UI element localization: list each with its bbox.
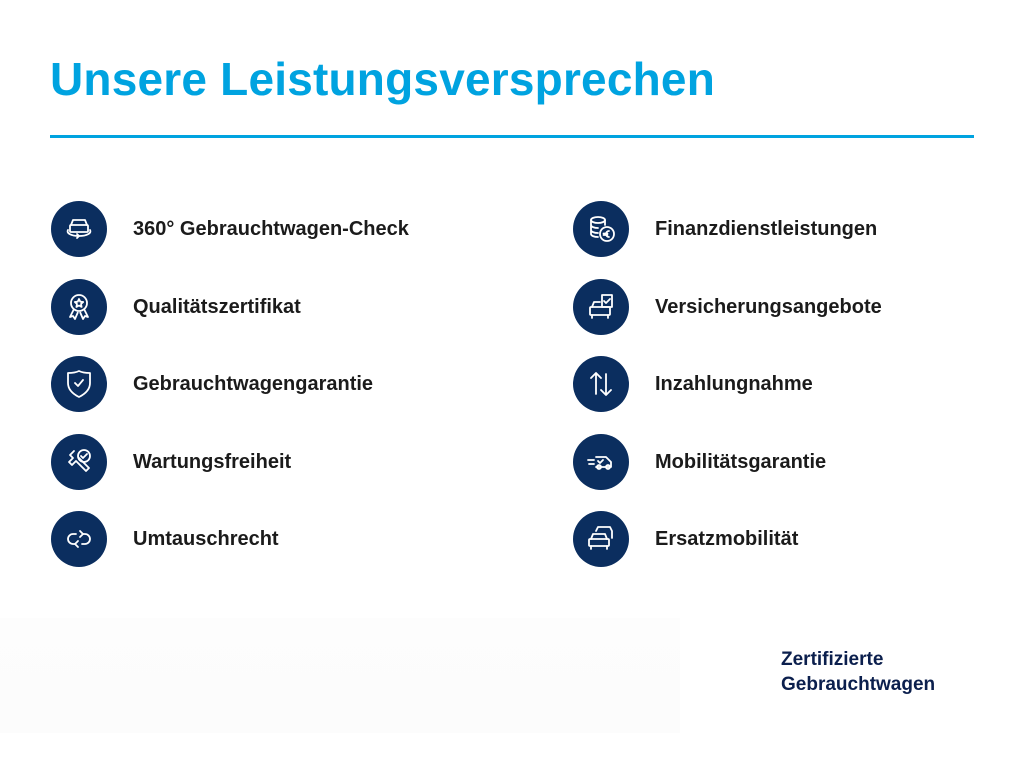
exchange-arrows-icon (51, 511, 107, 567)
feature-mobility-guarantee: Mobilitätsgarantie (573, 434, 826, 490)
feature-financial-services: Finanzdienstleistungen (573, 201, 877, 257)
car-document-check-icon (573, 279, 629, 335)
feature-360-check: 360° Gebrauchtwagen-Check (51, 201, 409, 257)
feature-replacement-mobility: Ersatzmobilität (573, 511, 798, 567)
feature-quality-certificate: Qualitätszertifikat (51, 279, 301, 335)
brand-tagline: Zertifizierte Gebrauchtwagen (781, 647, 935, 697)
feature-exchange-right: Umtauschrecht (51, 511, 279, 567)
car-360-icon (51, 201, 107, 257)
two-cars-icon (573, 511, 629, 567)
feature-label: Qualitätszertifikat (133, 295, 301, 318)
feature-maintenance: Wartungsfreiheit (51, 434, 291, 490)
title-divider (50, 135, 974, 138)
feature-label: Finanzdienstleistungen (655, 217, 878, 240)
feature-label: Mobilitätsgarantie (655, 450, 827, 473)
feature-label: Ersatzmobilität (655, 527, 799, 550)
feature-label: Umtauschrecht (133, 527, 279, 550)
shield-check-icon (51, 356, 107, 412)
feature-label: Wartungsfreiheit (133, 450, 292, 473)
van-speed-check-icon (573, 434, 629, 490)
feature-label: Versicherungsangebote (655, 295, 882, 318)
faded-background-image (0, 618, 680, 733)
coins-euro-icon (573, 201, 629, 257)
award-ribbon-icon (51, 279, 107, 335)
feature-label: Inzahlungnahme (655, 372, 813, 395)
page-title: Unsere Leistungsversprechen (50, 53, 715, 105)
tagline-line-2: Gebrauchtwagen (781, 674, 936, 695)
feature-warranty: Gebrauchtwagengarantie (51, 356, 373, 412)
feature-trade-in: Inzahlungnahme (573, 356, 813, 412)
feature-label: Gebrauchtwagengarantie (133, 372, 374, 395)
tagline-line-1: Zertifizierte (781, 649, 884, 670)
feature-insurance: Versicherungsangebote (573, 279, 882, 335)
up-down-arrows-icon (573, 356, 629, 412)
feature-label: 360° Gebrauchtwagen-Check (133, 217, 409, 240)
wrench-check-icon (51, 434, 107, 490)
